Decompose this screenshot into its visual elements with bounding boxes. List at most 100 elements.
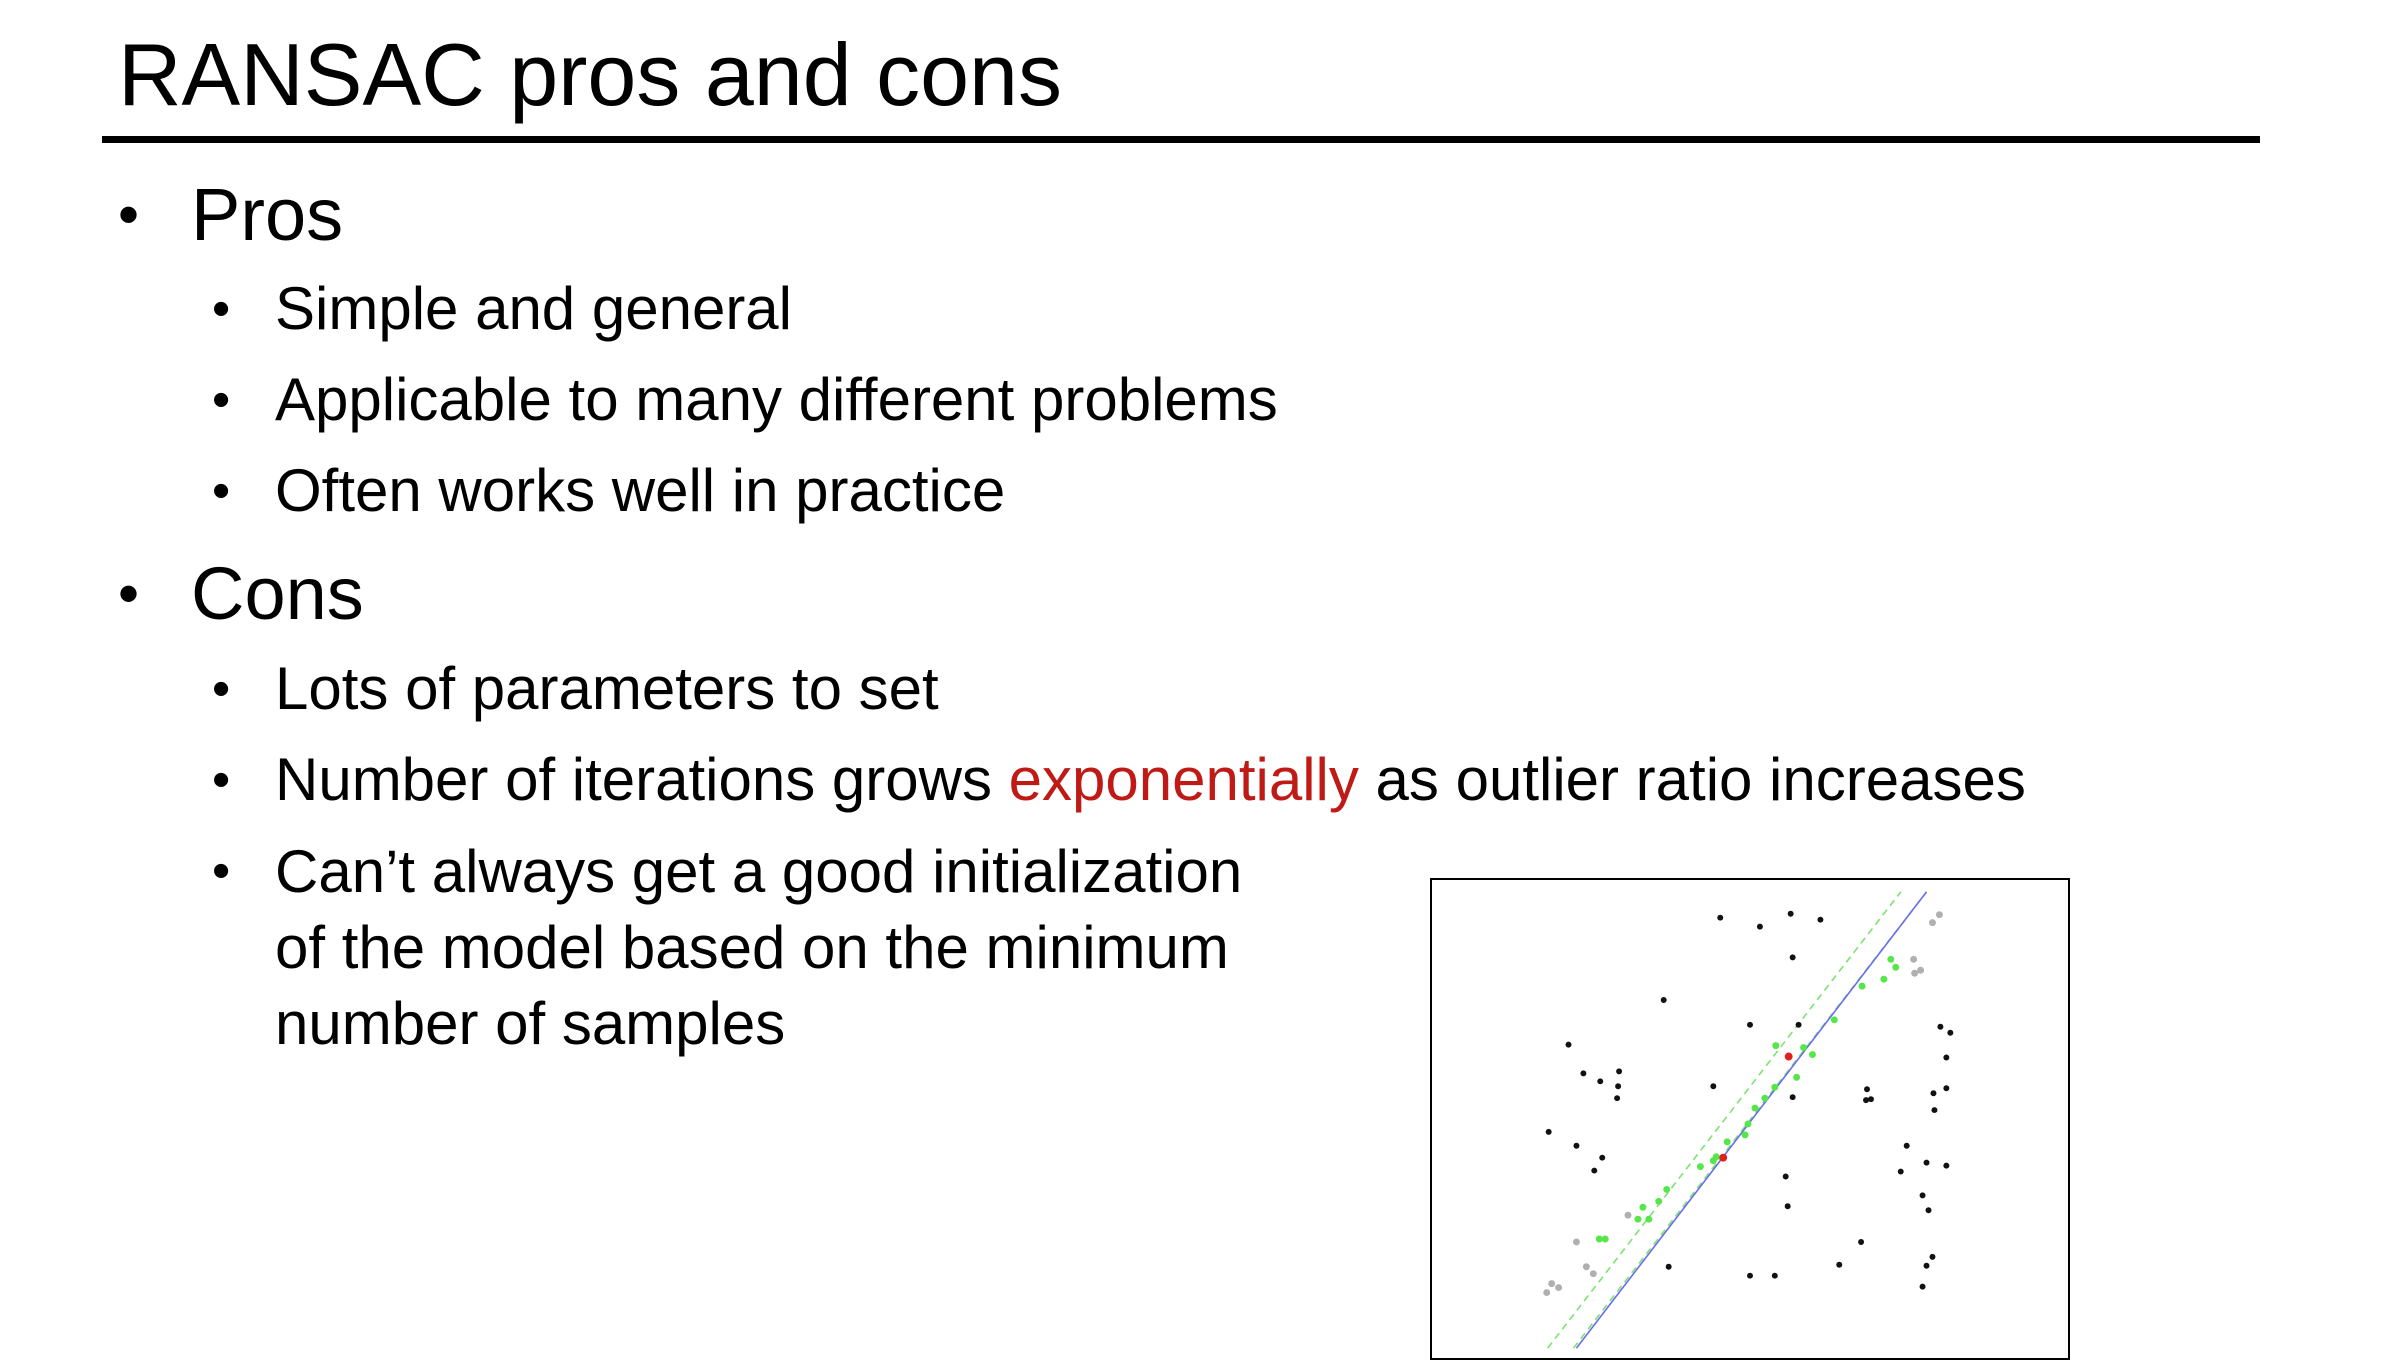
fitted-line <box>1575 891 1928 1349</box>
inlier-point <box>1800 1044 1808 1052</box>
bullet-dot: • <box>212 371 231 429</box>
inlier-point <box>1772 1042 1780 1050</box>
excluded-point <box>1910 955 1918 963</box>
cons-item-text: Number of iterations grows exponentially… <box>275 743 2026 817</box>
outlier-point <box>1864 1086 1870 1093</box>
outlier-point <box>1787 910 1794 917</box>
inlier-point <box>1880 975 1888 983</box>
bullet-dot: • <box>212 660 231 718</box>
inlier-point <box>1858 982 1866 990</box>
bullet-dot: • <box>212 751 231 809</box>
highlighted-word: exponentially <box>1008 746 1359 813</box>
outlier-point <box>1580 1070 1587 1077</box>
outlier-point <box>1789 1094 1796 1101</box>
outlier-point <box>1756 923 1763 930</box>
excluded-point <box>1589 1270 1597 1278</box>
excluded-point <box>1917 966 1925 974</box>
bullet-dot: • <box>212 842 231 900</box>
inlier-point <box>1793 1073 1801 1081</box>
outlier-point <box>1747 1272 1753 1279</box>
outlier-point <box>1591 1167 1598 1174</box>
bullet-dot: • <box>212 462 231 520</box>
outlier-point <box>1597 1078 1604 1085</box>
text-run: Number of iterations grows <box>275 746 1009 813</box>
outlier-point <box>1784 1203 1791 1210</box>
excluded-point <box>1929 919 1936 927</box>
excluded-point <box>1548 1280 1556 1288</box>
outlier-point <box>1747 1021 1753 1028</box>
outlier-point <box>1565 1041 1572 1048</box>
excluded-point <box>1582 1263 1590 1271</box>
inlier-point <box>1892 963 1900 971</box>
cons-item-text: Lots of parameters to set <box>275 655 939 722</box>
bullet-dot: • <box>118 181 140 248</box>
inlier-point <box>1771 1083 1779 1091</box>
outlier-point <box>1943 1162 1950 1169</box>
outlier-point <box>1817 916 1824 923</box>
outlier-point <box>1710 1083 1717 1090</box>
scatter-plot <box>1543 891 1954 1349</box>
outlier-point <box>1943 1085 1950 1092</box>
inlier-point <box>1887 955 1895 963</box>
outlier-point <box>1947 1029 1954 1036</box>
pros-item-text: Often works well in practice <box>275 457 1006 524</box>
slide-title: RANSAC pros and cons <box>118 25 1062 124</box>
outlier-point <box>1943 1054 1950 1061</box>
sample-point <box>1784 1052 1793 1061</box>
cons-heading: Cons <box>191 552 364 635</box>
outlier-point <box>1929 1253 1936 1260</box>
inlier-point <box>1744 1120 1752 1128</box>
outlier-point <box>1919 1192 1926 1199</box>
inlier-point <box>1639 1203 1647 1211</box>
outlier-point <box>1616 1068 1623 1075</box>
outlier-point <box>1868 1096 1874 1103</box>
title-underline <box>102 136 2260 143</box>
outlier-point <box>1660 997 1667 1003</box>
cons-item-text: Can’t always get a good initialization o… <box>275 838 1243 1057</box>
outlier-point <box>1614 1095 1621 1102</box>
inlier-point <box>1601 1235 1609 1243</box>
pros-heading: Pros <box>191 173 344 256</box>
excluded-point <box>1935 911 1943 919</box>
bullet-dot: • <box>118 560 140 627</box>
outlier-point <box>1545 1128 1552 1135</box>
inlier-point <box>1741 1131 1749 1139</box>
pros-item-text: Simple and general <box>275 275 793 342</box>
inlier-point <box>1751 1104 1759 1112</box>
outlier-point <box>1930 1090 1937 1097</box>
excluded-point <box>1911 969 1919 977</box>
outlier-point <box>1923 1262 1930 1269</box>
threshold-band-line <box>1547 891 1902 1349</box>
inlier-point <box>1595 1235 1603 1243</box>
outlier-point <box>1858 1238 1865 1245</box>
outlier-point <box>1573 1142 1580 1149</box>
outlier-point <box>1903 1142 1910 1149</box>
outlier-point <box>1615 1083 1622 1090</box>
outlier-point <box>1931 1107 1938 1114</box>
inlier-point <box>1663 1185 1671 1193</box>
pros-item-text: Applicable to many different problems <box>275 366 1278 433</box>
outlier-point <box>1782 1173 1789 1180</box>
inlier-point <box>1655 1197 1663 1205</box>
inlier-point <box>1761 1094 1769 1102</box>
inlier-point <box>1696 1163 1704 1171</box>
outlier-point <box>1836 1261 1843 1268</box>
inlier-point <box>1634 1215 1642 1223</box>
outlier-point <box>1897 1168 1904 1175</box>
ransac-line-fit-figure <box>1430 878 2070 1360</box>
outlier-point <box>1863 1097 1870 1104</box>
bullet-dot: • <box>212 280 231 338</box>
outlier-point <box>1789 954 1796 961</box>
inlier-point <box>1830 1016 1838 1024</box>
inlier-point <box>1645 1215 1653 1223</box>
outlier-point <box>1923 1159 1930 1166</box>
excluded-point <box>1572 1238 1580 1246</box>
excluded-point <box>1624 1211 1632 1219</box>
inlier-point <box>1809 1051 1816 1059</box>
outlier-point <box>1919 1283 1926 1290</box>
outlier-point <box>1795 1021 1802 1028</box>
outlier-point <box>1665 1263 1672 1270</box>
sample-point <box>1719 1153 1728 1162</box>
excluded-point <box>1555 1284 1563 1292</box>
outlier-point <box>1925 1207 1932 1214</box>
